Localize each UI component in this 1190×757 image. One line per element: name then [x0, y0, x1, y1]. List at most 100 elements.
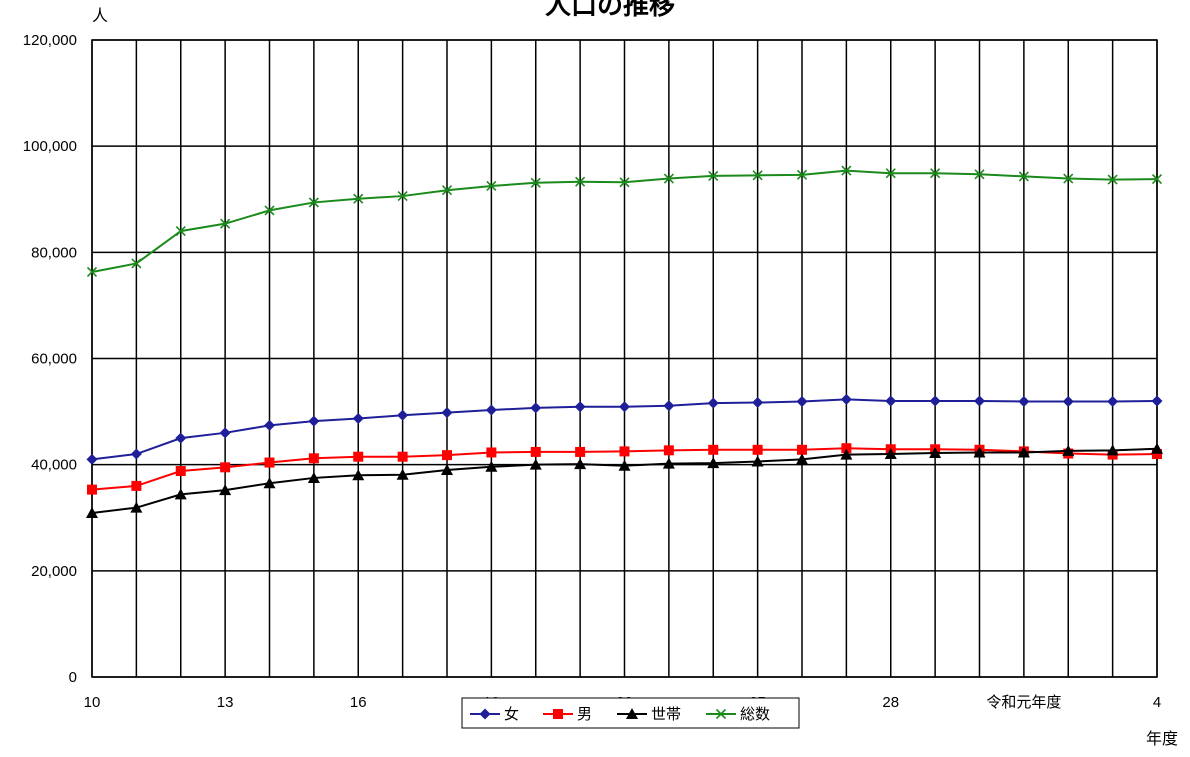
- data-point: [485, 460, 498, 472]
- data-point: [1063, 173, 1074, 184]
- y-tick-label: 0: [69, 669, 77, 686]
- data-point: [175, 226, 186, 237]
- data-point: [353, 451, 364, 462]
- data-point: [708, 170, 719, 181]
- data-point: [797, 444, 807, 455]
- data-point: [131, 480, 142, 491]
- data-point: [486, 180, 497, 192]
- legend-label: 男: [577, 705, 592, 723]
- data-point: [930, 168, 941, 179]
- data-point: [130, 448, 142, 460]
- data-point: [396, 468, 409, 480]
- data-point: [485, 404, 497, 416]
- data-point: [264, 205, 275, 216]
- data-point: [974, 169, 985, 180]
- data-point: [1151, 442, 1163, 454]
- data-point: [352, 469, 365, 481]
- data-point: [708, 444, 719, 455]
- data-point: [486, 447, 497, 458]
- data-point: [1151, 174, 1163, 185]
- legend-label: 世帯: [651, 705, 681, 723]
- x-axis-label: 年度: [1146, 729, 1178, 748]
- data-point: [1151, 395, 1163, 407]
- data-point: [441, 185, 453, 196]
- data-point: [131, 258, 142, 269]
- data-point: [752, 397, 764, 409]
- data-point: [175, 432, 187, 444]
- data-point: [441, 407, 453, 419]
- legend-label: 総数: [740, 705, 770, 723]
- data-point: [441, 463, 453, 475]
- data-point: [929, 395, 941, 407]
- data-point: [662, 457, 675, 469]
- y-tick-label: 120,000: [23, 32, 77, 49]
- data-point: [353, 193, 364, 204]
- data-point: [929, 446, 942, 458]
- chart-title: 人口の推移: [545, 0, 675, 21]
- data-point: [1017, 446, 1030, 458]
- legend: 女 男 世帯 総数: [461, 697, 800, 729]
- series-diamond: [86, 393, 1163, 465]
- y-tick-label: 60,000: [31, 351, 77, 368]
- data-point: [618, 459, 631, 471]
- data-point: [264, 419, 275, 431]
- y-tick-label: 40,000: [31, 457, 77, 474]
- data-point: [175, 466, 186, 477]
- data-point: [86, 506, 98, 518]
- data-point: [885, 395, 897, 407]
- data-point: [619, 177, 630, 188]
- data-point: [530, 402, 542, 414]
- data-point: [663, 400, 675, 412]
- data-point: [574, 458, 587, 470]
- data-point: [1152, 449, 1162, 460]
- data-point: [553, 709, 563, 719]
- legend-label: 女: [504, 705, 519, 723]
- data-point: [575, 446, 586, 457]
- data-point: [796, 395, 808, 407]
- data-point: [308, 453, 319, 464]
- data-point: [397, 190, 408, 202]
- y-axis-ticks: 0 20,000 40,000 60,000 80,000 100,000 120,000: [23, 32, 77, 686]
- data-point: [663, 173, 674, 184]
- data-point: [707, 397, 719, 409]
- data-point: [1062, 444, 1075, 456]
- data-point: [715, 708, 727, 720]
- plot-frame: [91, 39, 1158, 678]
- data-point: [619, 401, 630, 413]
- data-point: [308, 415, 320, 427]
- data-point: [841, 443, 852, 454]
- x-tick-label: 28: [882, 694, 899, 711]
- data-point: [1106, 444, 1119, 456]
- y-tick-label: 20,000: [31, 563, 77, 580]
- data-point: [619, 446, 630, 457]
- data-point: [885, 168, 896, 179]
- data-point: [86, 453, 98, 465]
- x-tick-label: 10: [84, 694, 101, 711]
- data-point: [841, 165, 852, 176]
- x-tick-label: 令和元年度: [986, 694, 1061, 711]
- series-x: [86, 165, 1163, 278]
- data-point: [264, 457, 275, 468]
- data-point: [479, 708, 491, 720]
- data-point: [752, 444, 763, 455]
- y-axis-unit: 人: [92, 6, 108, 25]
- data-point: [974, 395, 985, 407]
- data-point: [1062, 395, 1074, 407]
- data-point: [574, 401, 586, 413]
- data-point: [397, 409, 409, 421]
- data-point: [663, 445, 674, 456]
- data-point: [1018, 171, 1029, 182]
- data-point: [707, 457, 720, 469]
- data-point: [796, 453, 808, 465]
- data-point: [174, 488, 187, 500]
- data-point: [307, 471, 320, 483]
- data-point: [840, 448, 853, 460]
- x-tick-label: 13: [217, 694, 234, 711]
- data-point: [973, 446, 986, 458]
- data-point: [1107, 174, 1118, 185]
- y-tick-label: 80,000: [31, 244, 77, 261]
- data-point: [530, 177, 541, 188]
- data-point: [130, 501, 143, 513]
